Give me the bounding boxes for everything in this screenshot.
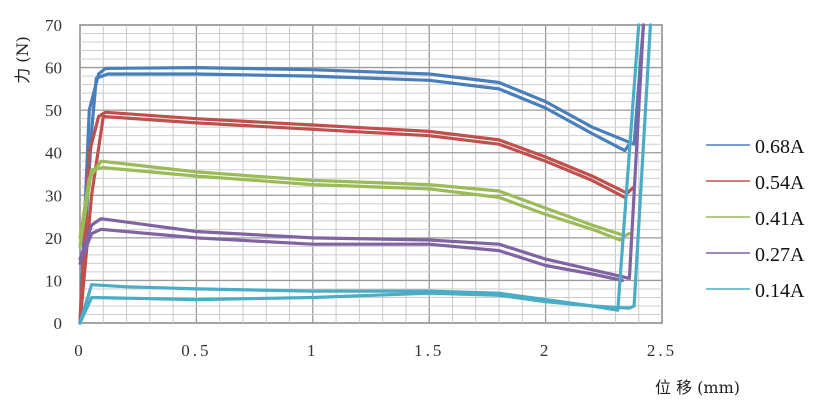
- y-tick-label: 70: [45, 16, 62, 35]
- series-line-0_27A: [78, 23, 645, 280]
- series-line-0_68A: [78, 72, 631, 325]
- series-group: [78, 23, 652, 325]
- y-tick-label: 20: [45, 229, 62, 248]
- x-axis-label: 位 移 (mm): [655, 378, 740, 397]
- y-tick-label: 30: [45, 186, 62, 205]
- legend-label: 0.27A: [755, 244, 805, 266]
- x-tick-label: 1: [307, 341, 319, 360]
- x-tick-label: 0: [74, 341, 86, 360]
- y-tick-label: 60: [45, 59, 62, 78]
- x-tick-label: 2: [540, 341, 552, 360]
- y-tick-label: 40: [45, 144, 62, 163]
- tick-labels: 0 0.5 1 1.5 2 2.5 0 10 20 30 40 50 60 70: [45, 16, 677, 360]
- series-line-0_41A: [78, 166, 622, 248]
- legend-label: 0.54A: [755, 172, 805, 194]
- legend-label: 0.14A: [755, 280, 805, 302]
- series-line-0_14A: [78, 23, 641, 325]
- x-tick-label: 1.5: [414, 341, 444, 360]
- y-axis-label: 力 (N): [13, 36, 32, 84]
- legend-label: 0.41A: [755, 208, 805, 230]
- series-line-0_54A: [78, 110, 636, 325]
- y-tick-label: 0: [54, 314, 63, 333]
- y-tick-label: 10: [45, 271, 62, 290]
- series-line-0_54A: [78, 114, 627, 325]
- legend: 0.68A 0.54A 0.41A 0.27A 0.14A: [706, 136, 805, 302]
- x-tick-label: 0.5: [181, 341, 211, 360]
- x-tick-label: 2.5: [647, 341, 677, 360]
- series-line-0_41A: [78, 159, 631, 240]
- series-line-0_27A: [78, 227, 624, 282]
- legend-label: 0.68A: [755, 136, 805, 158]
- y-tick-label: 50: [45, 101, 62, 120]
- series-line-0_14A: [78, 23, 652, 325]
